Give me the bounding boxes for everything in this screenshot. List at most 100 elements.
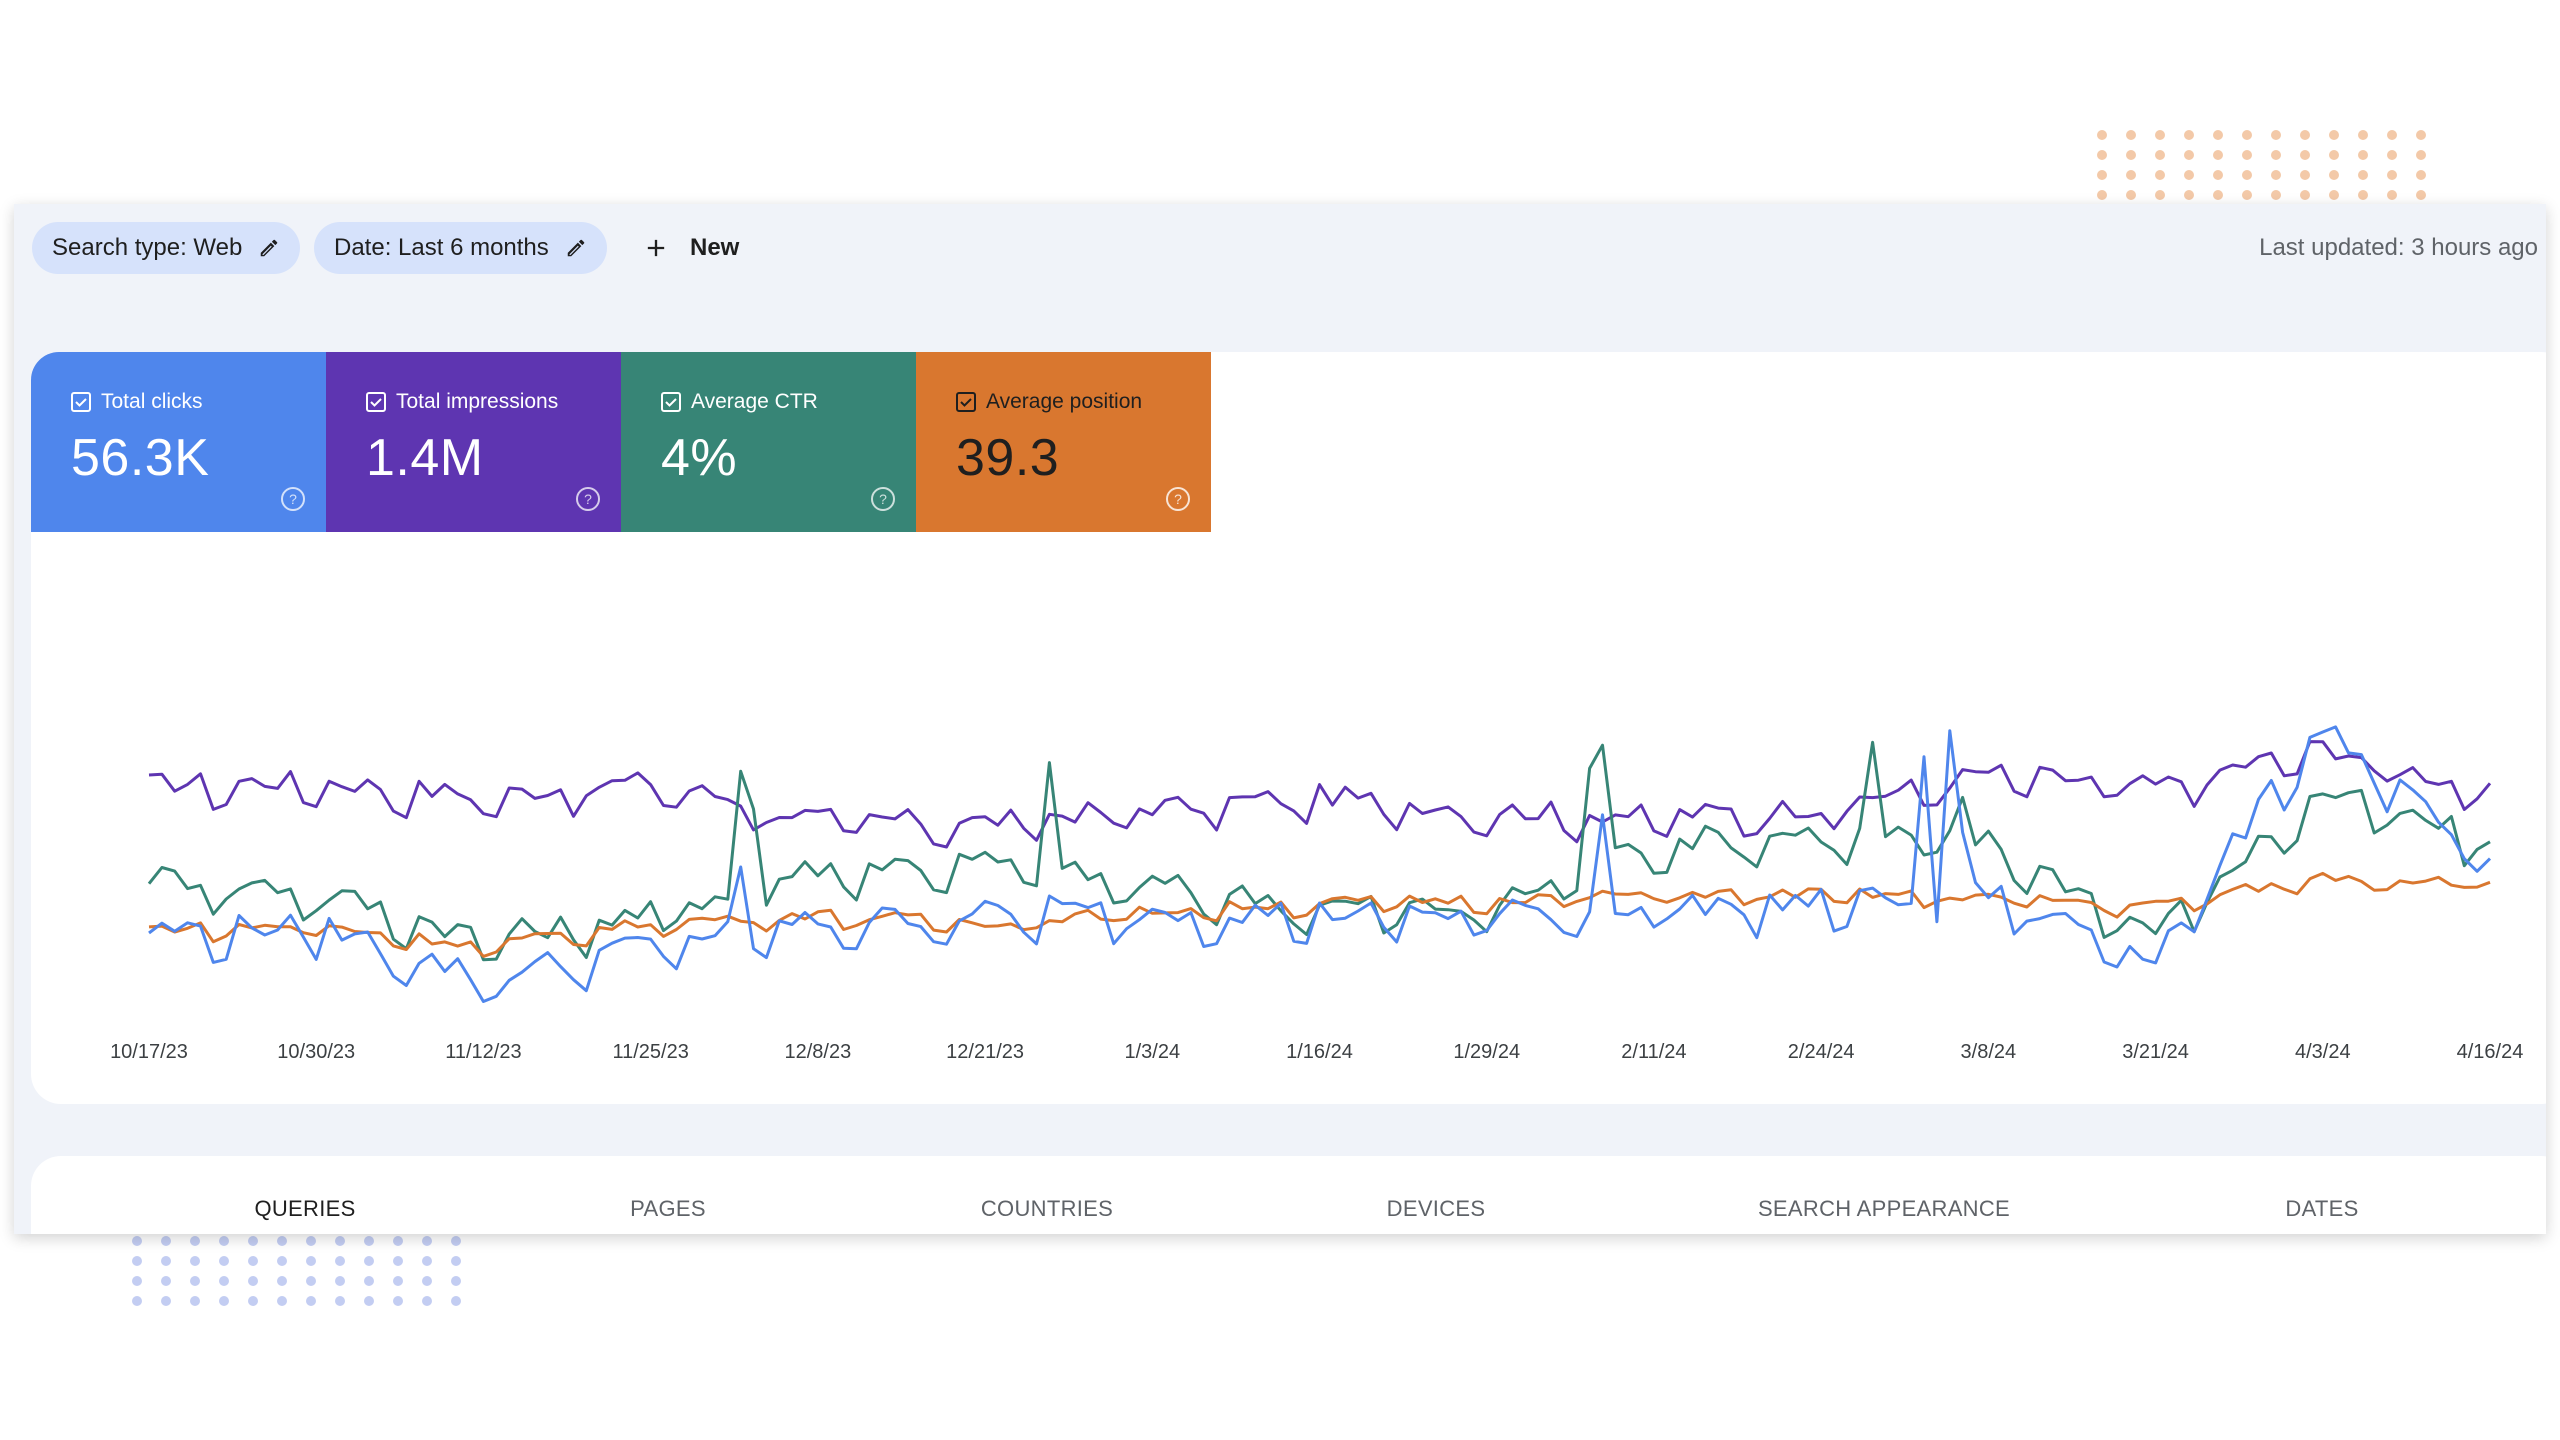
decorative-dot bbox=[422, 1296, 432, 1306]
x-tick-label: 11/25/23 bbox=[612, 1041, 688, 1063]
help-icon[interactable]: ? bbox=[280, 486, 306, 512]
decorative-dot bbox=[422, 1236, 432, 1246]
decorative-dot bbox=[2242, 170, 2252, 180]
decorative-dot bbox=[2242, 150, 2252, 160]
decorative-dot bbox=[277, 1236, 287, 1246]
decorative-dot bbox=[2097, 190, 2107, 200]
decorative-dot bbox=[161, 1256, 171, 1266]
decorative-dot bbox=[219, 1236, 229, 1246]
decorative-dot bbox=[364, 1276, 374, 1286]
checkbox-checked-icon[interactable] bbox=[661, 392, 681, 412]
date-range-chip-label: Date: Last 6 months bbox=[334, 234, 549, 261]
decorative-dot bbox=[2358, 190, 2368, 200]
x-tick-label: 10/30/23 bbox=[277, 1041, 355, 1063]
decorative-dot bbox=[2126, 150, 2136, 160]
metric-value: 39.3 bbox=[956, 429, 1060, 487]
decorative-dot bbox=[422, 1276, 432, 1286]
svg-text:?: ? bbox=[289, 491, 297, 507]
last-updated-text: Last updated: 3 hours ago bbox=[2259, 234, 2538, 261]
edit-pencil-icon[interactable] bbox=[565, 237, 587, 259]
decorative-dot bbox=[190, 1256, 200, 1266]
metric-label: Total clicks bbox=[101, 390, 203, 413]
decorative-dot bbox=[219, 1276, 229, 1286]
new-filter-button[interactable]: New bbox=[642, 222, 739, 274]
decorative-dot bbox=[2184, 170, 2194, 180]
decorative-dot bbox=[393, 1256, 403, 1266]
decorative-dot bbox=[2387, 190, 2397, 200]
x-tick-label: 11/12/23 bbox=[445, 1041, 521, 1063]
x-tick-label: 4/16/24 bbox=[2457, 1041, 2524, 1063]
tab-queries[interactable]: QUERIES bbox=[254, 1196, 356, 1221]
checkbox-checked-icon[interactable] bbox=[71, 392, 91, 412]
search-type-chip[interactable]: Search type: Web bbox=[32, 222, 301, 274]
decorative-dot bbox=[393, 1296, 403, 1306]
help-icon[interactable]: ? bbox=[870, 486, 896, 512]
decorative-dot bbox=[161, 1276, 171, 1286]
decorative-dot bbox=[335, 1296, 345, 1306]
decorative-dot bbox=[306, 1296, 316, 1306]
metric-value: 1.4M bbox=[366, 429, 484, 487]
tab-dates[interactable]: DATES bbox=[2285, 1196, 2359, 1221]
decorative-dot bbox=[2184, 150, 2194, 160]
checkbox-checked-icon[interactable] bbox=[366, 392, 386, 412]
decorative-dot bbox=[2387, 130, 2397, 140]
metric-card-total-clicks[interactable]: Total clicks 56.3K ? bbox=[31, 352, 326, 532]
decorative-dot bbox=[451, 1256, 461, 1266]
decorative-dot bbox=[2358, 150, 2368, 160]
x-tick-label: 3/21/24 bbox=[2122, 1041, 2189, 1063]
decorative-dot bbox=[2126, 130, 2136, 140]
help-icon[interactable]: ? bbox=[575, 486, 601, 512]
decorative-dot bbox=[393, 1236, 403, 1246]
performance-panel: Total clicks 56.3K ? Total impressions 1… bbox=[31, 352, 2546, 1104]
tab-countries[interactable]: COUNTRIES bbox=[980, 1196, 1114, 1221]
decorative-dot bbox=[335, 1256, 345, 1266]
decorative-dot bbox=[2242, 130, 2252, 140]
decorative-dot bbox=[2387, 150, 2397, 160]
search-type-chip-label: Search type: Web bbox=[52, 234, 243, 261]
tab-pages[interactable]: PAGES bbox=[630, 1196, 706, 1221]
decorative-dot bbox=[248, 1296, 258, 1306]
decorative-dot bbox=[132, 1276, 142, 1286]
x-tick-label: 4/3/24 bbox=[2295, 1041, 2351, 1063]
decorative-dots-bottom bbox=[132, 1236, 472, 1311]
decorative-dot bbox=[2329, 170, 2339, 180]
decorative-dot bbox=[451, 1296, 461, 1306]
decorative-dot bbox=[2213, 190, 2223, 200]
decorative-dot bbox=[2155, 130, 2165, 140]
metric-card-total-impressions[interactable]: Total impressions 1.4M ? bbox=[326, 352, 621, 532]
decorative-dot bbox=[306, 1276, 316, 1286]
performance-line-chart[interactable]: 10/17/23 10/30/23 11/12/23 11/25/23 12/8/23 1… bbox=[31, 552, 2546, 1104]
decorative-dot bbox=[2271, 130, 2281, 140]
checkbox-checked-icon[interactable] bbox=[956, 392, 976, 412]
decorative-dot bbox=[2300, 150, 2310, 160]
x-tick-label: 1/29/24 bbox=[1453, 1041, 1520, 1063]
edit-pencil-icon[interactable] bbox=[258, 237, 280, 259]
metric-card-average-ctr[interactable]: Average CTR 4% ? bbox=[621, 352, 916, 532]
decorative-dot bbox=[2300, 130, 2310, 140]
tab-search-appearance[interactable]: SEARCH APPEARANCE bbox=[1757, 1196, 2011, 1221]
decorative-dot bbox=[219, 1296, 229, 1306]
date-range-chip[interactable]: Date: Last 6 months bbox=[314, 222, 607, 274]
decorative-dot bbox=[2126, 190, 2136, 200]
filter-toolbar: Search type: Web Date: Last 6 months New… bbox=[14, 204, 2546, 290]
decorative-dot bbox=[422, 1256, 432, 1266]
series-line-total-clicks[interactable] bbox=[148, 725, 2492, 1003]
decorative-dot bbox=[190, 1236, 200, 1246]
decorative-dot bbox=[2213, 150, 2223, 160]
decorative-dot bbox=[2416, 170, 2426, 180]
metric-label: Total impressions bbox=[396, 390, 559, 413]
series-line-average-position[interactable] bbox=[148, 871, 2491, 958]
decorative-dot bbox=[2300, 170, 2310, 180]
decorative-dot bbox=[2184, 190, 2194, 200]
metric-card-average-position[interactable]: Average position 39.3 ? bbox=[916, 352, 1211, 532]
series-line-total-impressions[interactable] bbox=[148, 740, 2492, 849]
tab-devices[interactable]: DEVICES bbox=[1386, 1196, 1486, 1221]
series-line-average-ctr[interactable] bbox=[147, 740, 2491, 962]
decorative-dot bbox=[277, 1296, 287, 1306]
decorative-dot bbox=[2097, 130, 2107, 140]
new-filter-label: New bbox=[690, 234, 740, 261]
decorative-dot bbox=[2416, 130, 2426, 140]
help-icon[interactable]: ? bbox=[1165, 486, 1191, 512]
decorative-dot bbox=[2329, 150, 2339, 160]
metric-label: Average position bbox=[986, 390, 1143, 413]
